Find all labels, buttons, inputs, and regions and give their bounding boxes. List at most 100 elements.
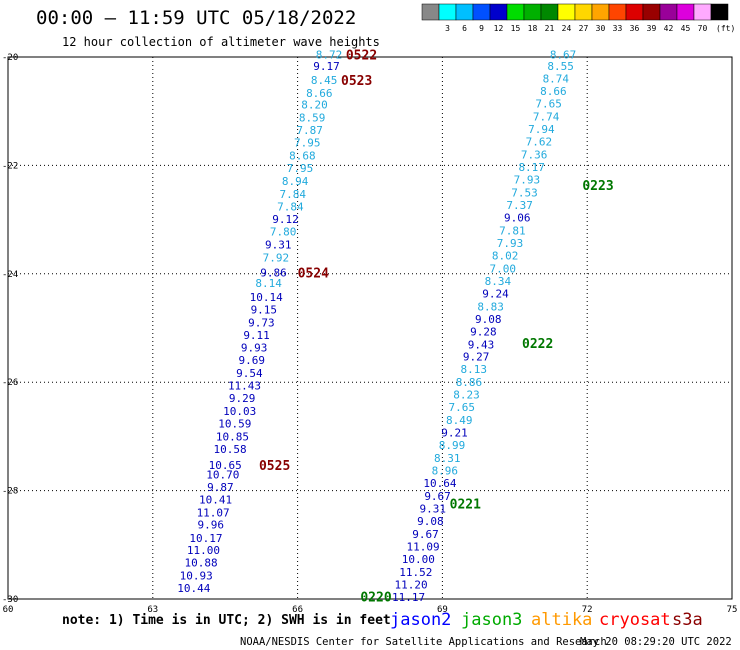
s3a-swh-value: 7.95 xyxy=(294,137,321,150)
color-swatch xyxy=(557,3,576,21)
s3a-swh-value: 11.07 xyxy=(197,506,230,519)
s3a-swh-value: 9.11 xyxy=(243,329,270,342)
jason3-swh-value: 8.55 xyxy=(547,60,574,73)
chart-title: 00:00 – 11:59 UTC 05/18/2022 xyxy=(36,7,356,29)
jason3-swh-value: 7.62 xyxy=(526,136,553,149)
color-swatch-label: 21 xyxy=(545,24,555,33)
y-axis-ticks: -20 -22 -24 -26 -28 -30 xyxy=(2,53,18,605)
legend-cryosat: cryosat xyxy=(599,610,671,630)
pass-time-label: 0522 xyxy=(346,48,377,63)
color-swatch xyxy=(659,3,678,21)
x-axis-ticks: 60 63 66 69 72 75 xyxy=(3,605,738,615)
jason3-swh-value: 8.83 xyxy=(477,300,504,313)
x-tick-label: 63 xyxy=(147,605,158,615)
legend-s3a: s3a xyxy=(672,610,703,630)
s3a-swh-value: 9.73 xyxy=(248,317,275,330)
legend-jason3: jason3 xyxy=(461,610,522,630)
s3a-swh-value: 9.54 xyxy=(236,367,263,380)
color-swatch xyxy=(625,3,644,21)
pass-time-label: 0223 xyxy=(582,179,613,194)
color-swatch xyxy=(591,3,610,21)
color-swatch-label: 33 xyxy=(613,24,623,33)
color-swatch xyxy=(472,3,491,21)
x-tick-label: 69 xyxy=(437,605,448,615)
y-tick-label: -22 xyxy=(2,161,18,171)
plot-area: 60 63 66 69 72 75 -20 -22 -24 -26 -28 -30 8.729.17… xyxy=(2,48,737,615)
s3a-swh-value: 7.84 xyxy=(280,188,307,201)
color-swatch-label: 12 xyxy=(494,24,504,33)
s3a-swh-value: 10.44 xyxy=(177,582,210,595)
y-tick-label: -28 xyxy=(2,487,18,497)
y-tick-label: -30 xyxy=(2,595,18,605)
footer-credit: NOAA/NESDIS Center for Satellite Applica… xyxy=(240,636,607,648)
color-swatch-label: 36 xyxy=(630,24,640,33)
plot-frame xyxy=(7,56,733,600)
s3a-swh-value: 10.85 xyxy=(216,430,249,443)
s3a-swh-value: 10.93 xyxy=(180,570,213,583)
jason3-swh-value: 7.00 xyxy=(489,262,516,275)
s3a-swh-value: 10.41 xyxy=(199,493,232,506)
jason3-swh-value: 8.66 xyxy=(540,85,567,98)
s3a-swh-value: 9.69 xyxy=(238,354,265,367)
s3a-swh-value: 10.14 xyxy=(250,291,283,304)
s3a-swh-value: 7.95 xyxy=(287,162,314,175)
color-swatch-label: 15 xyxy=(511,24,521,33)
jason3-swh-value: 9.31 xyxy=(419,502,446,515)
jason3-swh-value: 7.37 xyxy=(506,199,533,212)
jason3-swh-value: 7.81 xyxy=(499,224,526,237)
pass-time-label: 0525 xyxy=(259,459,290,474)
jason3-swh-value: 8.02 xyxy=(492,249,519,262)
x-tick-label: 66 xyxy=(292,605,303,615)
s3a-swh-value: 9.31 xyxy=(265,239,292,252)
jason3-swh-value: 10.00 xyxy=(402,553,435,566)
s3a-swh-value: 9.93 xyxy=(241,342,268,355)
color-swatch xyxy=(523,3,542,21)
color-swatch-label: 39 xyxy=(647,24,657,33)
x-tick-label: 72 xyxy=(582,605,593,615)
jason3-swh-value: 7.53 xyxy=(511,187,538,200)
s3a-swh-value: 8.59 xyxy=(299,112,326,125)
footer-timestamp: May 20 08:29:20 UTC 2022 xyxy=(580,636,732,648)
s3a-swh-value: 10.65 xyxy=(209,459,242,472)
jason3-swh-value: 7.74 xyxy=(533,111,560,124)
jason3-swh-value: 11.52 xyxy=(399,566,432,579)
color-swatch xyxy=(421,3,440,21)
s3a-swh-value: 8.45 xyxy=(311,74,338,87)
legend-altika: altika xyxy=(531,610,592,630)
pass-time-label: 0523 xyxy=(341,74,372,89)
color-swatch xyxy=(455,3,474,21)
s3a-swh-value: 9.86 xyxy=(260,267,287,280)
s3a-swh-value: 9.17 xyxy=(313,60,340,73)
pass-time-label: 0524 xyxy=(298,267,329,282)
legend-jason2: jason2 xyxy=(390,610,451,630)
s3a-swh-value: 9.87 xyxy=(207,481,234,494)
s3a-swh-value: 8.72 xyxy=(316,48,343,61)
x-tick-label: 75 xyxy=(727,605,738,615)
jason3-swh-value: 9.08 xyxy=(475,313,502,326)
jason3-swh-value: 11.09 xyxy=(407,540,440,553)
jason3-swh-value: 7.93 xyxy=(514,173,541,186)
grid-lines xyxy=(7,56,733,600)
color-swatch xyxy=(506,3,525,21)
legend-note: note: 1) Time is in UTC; 2) SWH is in fe… xyxy=(62,613,391,628)
jason3-swh-value: 10.64 xyxy=(423,477,456,490)
s3a-swh-value: 7.92 xyxy=(263,252,290,265)
pass-time-label: 0220 xyxy=(360,590,391,605)
color-swatch-label: 18 xyxy=(528,24,538,33)
jason3-swh-value: 8.99 xyxy=(439,439,466,452)
jason3-swh-value: 7.93 xyxy=(497,237,524,250)
color-swatch xyxy=(676,3,695,21)
jason3-swh-value: 11.20 xyxy=(394,578,427,591)
y-tick-label: -26 xyxy=(2,378,18,388)
jason3-swh-value: 7.94 xyxy=(528,123,555,136)
s3a-swh-value: 9.96 xyxy=(197,519,224,532)
color-swatch xyxy=(540,3,559,21)
s3a-swh-value: 11.00 xyxy=(187,544,220,557)
jason3-swh-value: 9.43 xyxy=(468,338,495,351)
color-swatch-label: 45 xyxy=(681,24,691,33)
jason3-swh-value: 9.08 xyxy=(417,515,444,528)
s3a-swh-value: 8.20 xyxy=(301,99,328,112)
jason3-swh-value: 11.17 xyxy=(392,591,425,604)
pass-time-label: 0222 xyxy=(522,337,553,352)
color-swatch-label: 9 xyxy=(479,24,484,33)
